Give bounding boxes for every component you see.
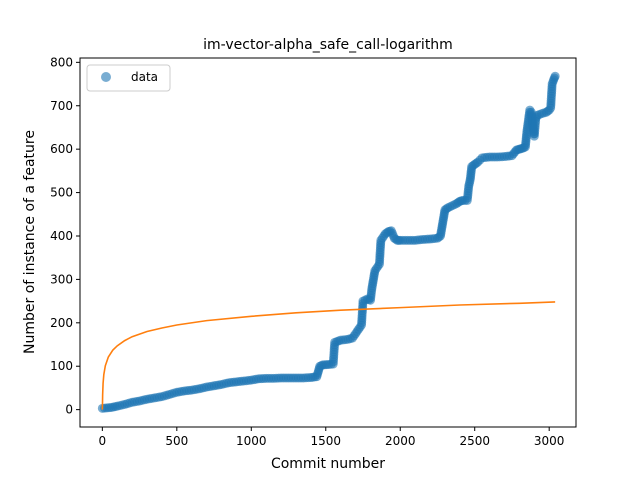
x-tick-label: 500 (165, 434, 188, 448)
series-layer (97, 71, 560, 413)
y-tick-label: 500 (50, 186, 73, 200)
x-tick-label: 0 (99, 434, 107, 448)
x-tick-label: 1000 (236, 434, 267, 448)
y-tick-label: 800 (50, 55, 73, 69)
y-tick-label: 300 (50, 272, 73, 286)
fit-curve-line (101, 301, 556, 410)
y-tick-label: 200 (50, 316, 73, 330)
legend: data (86, 64, 171, 92)
x-tick-label: 3000 (534, 434, 565, 448)
plot-area (79, 57, 577, 428)
chart-title: im-vector-alpha_safe_call-logarithm (203, 37, 453, 53)
y-tick-label: 600 (50, 142, 73, 156)
x-axis-label: Commit number (271, 456, 385, 472)
data-point (550, 71, 560, 81)
axes-frame (79, 57, 577, 428)
x-axis: 0 500 1000 1500 2000 2500 3000 (99, 427, 565, 448)
x-tick-label: 1500 (310, 434, 341, 448)
x-tick-label: 2000 (385, 434, 416, 448)
legend-marker-data (101, 72, 111, 82)
y-tick-label: 700 (50, 99, 73, 113)
x-tick-label: 2500 (459, 434, 490, 448)
y-tick-label: 400 (50, 229, 73, 243)
y-axis: 0 100 200 300 400 500 600 700 800 (50, 55, 80, 417)
y-tick-label: 0 (65, 403, 73, 417)
legend-box (86, 64, 171, 92)
legend-label-data: data (131, 70, 158, 84)
y-tick-label: 100 (50, 359, 73, 373)
y-axis-label: Number of instance of a feature (22, 130, 38, 354)
